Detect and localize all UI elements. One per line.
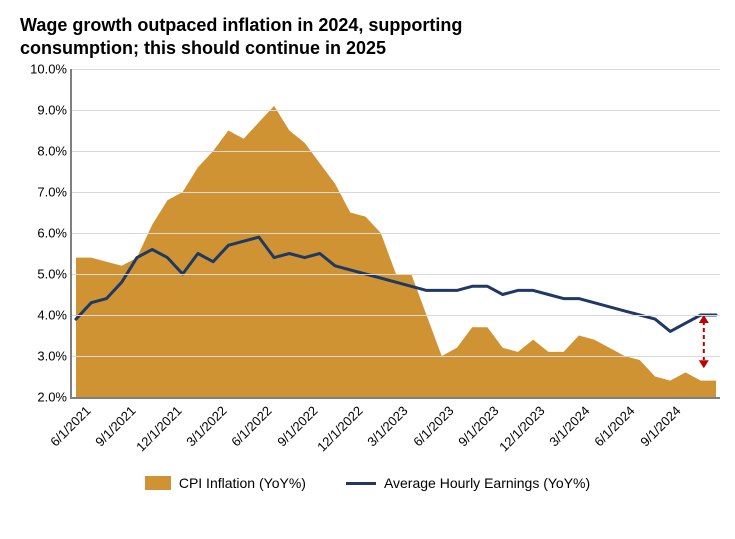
y-tick-label: 7.0%: [17, 185, 67, 200]
x-tick-label: 6/1/2024: [591, 403, 637, 449]
x-axis-labels: 6/1/20219/1/202112/1/20213/1/20226/1/202…: [70, 399, 720, 469]
y-tick-label: 10.0%: [17, 62, 67, 77]
y-tick-label: 6.0%: [17, 226, 67, 241]
x-tick-label: 9/1/2023: [455, 403, 501, 449]
gap-arrow-head-bottom: [699, 360, 709, 368]
x-tick-label: 9/1/2021: [93, 403, 139, 449]
gridline: [72, 192, 720, 193]
x-tick-label: 3/1/2024: [546, 403, 592, 449]
x-tick-label: 9/1/2022: [274, 403, 320, 449]
x-tick-label: 3/1/2023: [365, 403, 411, 449]
plot-area: 2.0%3.0%4.0%5.0%6.0%7.0%8.0%9.0%10.0%: [70, 69, 720, 399]
x-tick-label: 3/1/2022: [183, 403, 229, 449]
legend-label-cpi: CPI Inflation (YoY%): [179, 475, 306, 491]
y-tick-label: 2.0%: [17, 390, 67, 405]
legend-label-wages: Average Hourly Earnings (YoY%): [384, 475, 590, 491]
y-tick-label: 4.0%: [17, 308, 67, 323]
x-tick-label: 12/1/2021: [133, 403, 185, 455]
x-tick-label: 6/1/2021: [47, 403, 93, 449]
legend-swatch-cpi: [145, 476, 171, 490]
gridline: [72, 274, 720, 275]
gridline: [72, 110, 720, 111]
y-tick-label: 9.0%: [17, 103, 67, 118]
legend-swatch-wages: [346, 482, 376, 485]
gridline: [72, 233, 720, 234]
y-tick-label: 5.0%: [17, 267, 67, 282]
x-tick-label: 12/1/2022: [314, 403, 366, 455]
x-tick-label: 6/1/2023: [410, 403, 456, 449]
legend: CPI Inflation (YoY%) Average Hourly Earn…: [20, 475, 715, 491]
legend-item-wages: Average Hourly Earnings (YoY%): [346, 475, 590, 491]
chart-title-line2: consumption; this should continue in 202…: [20, 38, 386, 58]
gridline: [72, 69, 720, 70]
x-tick-label: 6/1/2022: [229, 403, 275, 449]
gridline: [72, 315, 720, 316]
chart-title-line1: Wage growth outpaced inflation in 2024, …: [20, 15, 462, 35]
y-tick-label: 8.0%: [17, 144, 67, 159]
gridline: [72, 356, 720, 357]
x-tick-label: 9/1/2024: [637, 403, 683, 449]
y-tick-label: 3.0%: [17, 349, 67, 364]
x-tick-label: 12/1/2023: [496, 403, 548, 455]
cpi-area: [76, 106, 716, 397]
chart-title: Wage growth outpaced inflation in 2024, …: [20, 14, 715, 59]
legend-item-cpi: CPI Inflation (YoY%): [145, 475, 306, 491]
gridline: [72, 151, 720, 152]
